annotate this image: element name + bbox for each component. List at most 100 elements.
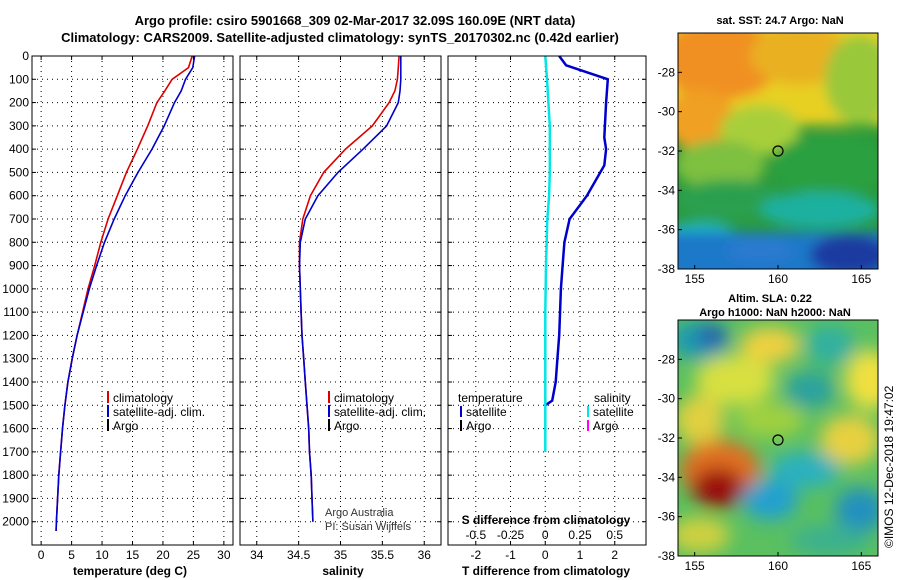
x-tick-label: 35.5 [371, 548, 395, 562]
x-tick-label: 0 [542, 548, 549, 562]
map-x-tick-label: 165 [851, 559, 871, 573]
map-x-tick-label: 155 [685, 559, 705, 573]
legend-title-temperature: temperature [458, 391, 523, 405]
sst-map-title: sat. SST: 24.7 Argo: NaN [716, 15, 843, 27]
figure-title-line1: Argo profile: csiro 5901668_309 02-Mar-2… [135, 13, 576, 28]
x-tick-label: 1 [577, 548, 584, 562]
map-y-tick-label: -34 [658, 470, 676, 484]
legend-label-satellite: satellite-adj. clim. [113, 405, 205, 419]
y-tick-label: 600 [9, 189, 29, 203]
series-line-satellite-adj-clim- [55, 55, 196, 532]
series-line-salinity-satellite [544, 55, 552, 452]
difference-xlabel: T difference from climatology [462, 564, 630, 578]
series-line-temperature-satellite [544, 55, 610, 407]
y-tick-label: 1600 [2, 422, 29, 436]
salinity-legend: climatology satellite-adj. clim. Argo [328, 391, 426, 433]
sla-map-subtitle: Argo h1000: NaN h2000: NaN [699, 307, 851, 319]
panel-frame [447, 55, 647, 546]
legend-title-salinity: salinity [594, 391, 631, 405]
y-tick-label: 1500 [2, 398, 29, 412]
temperature-panel: 0100200300400500600700800900100011001200… [2, 49, 234, 562]
x-tick-label: 0 [38, 548, 45, 562]
sla-map-axes: 155 160 165 -28 -30 -32 -34 -36 -38 [658, 352, 872, 573]
map-y-tick-label: -32 [658, 144, 676, 158]
legend-label-argo: Argo [334, 419, 360, 433]
y-tick-label: 300 [9, 119, 29, 133]
x-tick-label: -2 [470, 548, 481, 562]
map-y-tick-label: -28 [658, 352, 676, 366]
temperature-legend: climatology satellite-adj. clim. Argo [107, 391, 205, 433]
x-tick-label: 20 [156, 548, 170, 562]
map-y-tick-label: -34 [658, 183, 676, 197]
y-tick-label: 800 [9, 235, 29, 249]
y-tick-label: 1000 [2, 282, 29, 296]
map-y-tick-label: -38 [658, 262, 676, 276]
panel-frame [239, 55, 442, 546]
x-tick-label: 34 [250, 548, 264, 562]
series-line-climatology [55, 55, 193, 532]
legend-label-climatology: climatology [113, 391, 173, 405]
map-y-tick-label: -36 [658, 223, 676, 237]
legend-label-climatology: climatology [334, 391, 394, 405]
series-line-climatology [298, 55, 400, 522]
legend-label-t-argo: Argo [466, 419, 492, 433]
y-tick-label: 1900 [2, 491, 29, 505]
salinity-xlabel: salinity [322, 564, 364, 578]
legend-label-t-satellite: satellite [466, 405, 507, 419]
y-tick-label: 900 [9, 259, 29, 273]
x-tick-label: 15 [126, 548, 140, 562]
difference-temperature-legend: temperature satellite Argo [458, 391, 523, 433]
series-line-satellite-adj-clim- [298, 56, 402, 522]
x-tick-label: 30 [217, 548, 231, 562]
sst-map-axes: 155 160 165 -28 -30 -32 -34 -36 -38 [658, 65, 872, 286]
y-tick-label: 1100 [3, 305, 29, 319]
map-y-tick-label: -32 [658, 431, 676, 445]
x-tick-label: 36 [418, 548, 432, 562]
sst-heatmap [678, 33, 878, 269]
map-x-tick-label: 165 [851, 272, 871, 286]
figure-title-line2: Climatology: CARS2009. Satellite-adjuste… [61, 30, 619, 45]
sla-map-title: Altim. SLA: 0.22 [728, 293, 812, 305]
legend-label-s-satellite: satellite [593, 405, 634, 419]
map-x-tick-label: 155 [685, 272, 705, 286]
temperature-xlabel: temperature (deg C) [73, 564, 187, 578]
x-tick-label: 5 [68, 548, 75, 562]
y-tick-label: 700 [9, 212, 29, 226]
x-tick-label: -1 [505, 548, 516, 562]
y-tick-label: 2000 [2, 515, 29, 529]
legend-label-satellite: satellite-adj. clim. [334, 405, 426, 419]
legend-label-argo: Argo [113, 419, 139, 433]
x-tick-label: 25 [187, 548, 201, 562]
map-x-tick-label: 160 [768, 272, 788, 286]
x-tick-label: 2 [611, 548, 618, 562]
map-y-tick-label: -38 [658, 549, 676, 563]
imos-stamp: ©IMOS 12-Dec-2018 19:47:02 [882, 385, 896, 548]
sst-argo-location-marker [772, 145, 784, 157]
panel-frame [31, 55, 234, 546]
x-tick-label: 35 [334, 548, 348, 562]
difference-panel: -2 -1 0 1 2 -0.5 -0.25 0 0.25 0.5 [447, 55, 647, 562]
y-tick-label: 100 [9, 72, 29, 86]
map-y-tick-label: -30 [658, 392, 676, 406]
y-tick-label: 400 [9, 142, 29, 156]
y-tick-label: 1400 [2, 375, 29, 389]
sla-argo-location-marker [772, 434, 784, 446]
map-y-tick-label: -36 [658, 510, 676, 524]
y-tick-label: 500 [9, 165, 29, 179]
y-tick-label: 1700 [2, 445, 29, 459]
sla-heatmap [678, 320, 878, 556]
s-diff-tick-label: -0.5 [465, 528, 486, 542]
map-x-tick-label: 160 [768, 559, 788, 573]
s-difference-axis-label: S difference from climatology [462, 513, 631, 527]
s-diff-tick-label: -0.25 [497, 528, 525, 542]
difference-salinity-legend: salinity satellite Argo [587, 391, 634, 433]
salinity-panel: 34 34.5 35 35.5 36 [239, 55, 442, 562]
x-tick-label: 10 [95, 548, 109, 562]
y-tick-label: 1200 [2, 328, 29, 342]
y-tick-label: 1800 [2, 468, 29, 482]
s-diff-tick-label: 0.25 [568, 528, 592, 542]
s-diff-tick-label: 0.5 [606, 528, 623, 542]
y-tick-label: 1300 [2, 352, 29, 366]
argo-australia-note: Argo Australia [325, 507, 394, 519]
